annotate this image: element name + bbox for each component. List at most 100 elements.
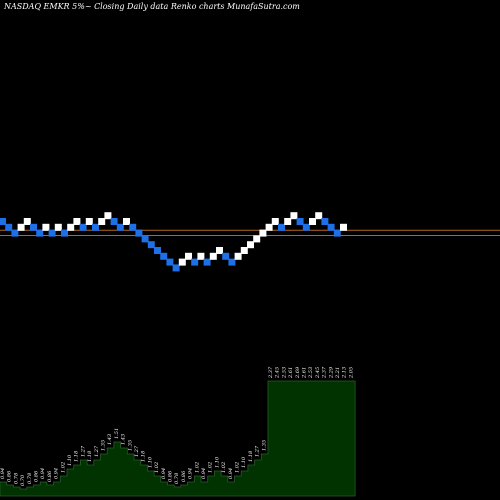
renko-brick-31 [191,258,199,266]
volume-label-41: 2.45 [275,367,281,379]
volume-label-44: 2.69 [295,366,301,379]
renko-brick-32 [197,252,205,260]
renko-brick-33 [203,258,211,266]
volume-label-48: 2.37 [322,366,328,379]
renko-brick-30 [185,252,192,260]
renko-brick-22 [135,229,143,237]
volume-label-24: 0.94 [161,468,167,479]
volume-label-22: 1.10 [147,456,153,468]
volume-label-45: 2.61 [302,367,308,379]
chart-title: NASDAQ EMKR 5%~ Closing Daily data Renko… [3,2,300,11]
renko-brick-45 [278,223,285,231]
renko-brick-27 [166,258,174,266]
renko-brick-48 [296,218,304,225]
renko-brick-46 [284,218,292,225]
volume-label-50: 2.21 [335,367,341,379]
renko-brick-25 [154,247,161,254]
volume-label-46: 2.53 [308,367,314,379]
renko-brick-40 [247,241,254,249]
volume-label-27: 0.86 [181,470,187,482]
volume-label-35: 1.02 [235,462,241,473]
renko-brick-41 [253,235,261,243]
renko-brick-29 [178,258,186,266]
volume-label-19: 1.35 [127,440,133,451]
renko-brick-42 [259,229,267,237]
volume-label-34: 0.94 [228,468,234,479]
renko-brick-54 [333,229,341,237]
renko-brick-36 [222,252,230,260]
renko-brick-1 [5,223,13,231]
volume-label-32: 1.10 [214,456,220,468]
renko-brick-9 [54,223,62,231]
renko-brick-51 [315,212,323,220]
renko-brick-8 [48,229,56,237]
renko-brick-6 [36,229,44,237]
volume-label-5: 0.86 [34,470,40,482]
renko-brick-37 [228,258,236,266]
renko-brick-13 [79,223,87,231]
volume-label-9: 1.02 [60,462,66,473]
volume-label-36: 1.10 [241,456,247,468]
renko-brick-3 [17,223,25,231]
renko-brick-2 [11,229,19,237]
volume-label-11: 1.18 [74,451,80,462]
volume-label-43: 2.61 [288,367,294,379]
volume-label-42: 2.53 [281,367,287,379]
renko-brick-28 [172,264,180,272]
renko-brick-18 [110,218,118,225]
volume-label-2: 0.78 [13,473,19,484]
volume-label-38: 1.27 [255,445,261,457]
renko-brick-39 [240,247,248,254]
renko-brick-44 [271,218,279,225]
volume-label-20: 1.27 [134,445,140,457]
volume-label-14: 1.27 [94,445,100,457]
volume-label-0: 0.94 [0,468,6,479]
volume-label-25: 0.86 [168,470,174,482]
volume-label-15: 1.35 [101,440,107,451]
volume-label-7: 0.86 [47,470,53,482]
renko-brick-52 [321,218,329,225]
renko-brick-20 [123,218,130,225]
volume-label-26: 0.78 [174,473,180,484]
renko-brick-53 [327,223,335,231]
volume-label-33: 1.02 [221,462,227,473]
renko-brick-7 [42,223,50,231]
renko-brick-12 [73,218,81,225]
volume-label-29: 1.02 [194,462,200,473]
volume-label-3: 0.70 [20,474,26,486]
renko-bricks [0,212,347,272]
renko-brick-55 [340,223,347,231]
renko-brick-0 [0,218,6,225]
volume-label-17: 1.51 [114,428,120,439]
volume-label-8: 0.94 [54,468,60,479]
volume-label-52: 2.05 [348,367,354,379]
volume-label-6: 0.94 [40,468,46,479]
volume-label-16: 1.43 [107,434,113,445]
renko-brick-23 [141,235,149,243]
volume-label-12: 1.27 [80,445,86,457]
volume-label-51: 2.13 [342,367,348,379]
renko-brick-38 [234,252,242,260]
renko-brick-10 [61,229,68,237]
renko-brick-21 [129,223,137,231]
volume-area [0,380,356,497]
volume-label-37: 1.18 [248,451,254,462]
volume-label-47: 2.45 [315,367,321,379]
renko-brick-4 [23,218,31,225]
renko-brick-14 [85,218,93,225]
volume-label-28: 0.94 [188,468,194,479]
volume-label-21: 1.18 [141,451,147,462]
volume-label-10: 1.10 [67,454,73,466]
renko-brick-11 [67,223,75,231]
volume-label-31: 1.02 [208,462,214,473]
volume-label-18: 1.43 [121,434,127,445]
renko-brick-24 [147,241,155,249]
renko-brick-17 [104,212,112,220]
volume-label-1: 0.86 [7,470,13,482]
volume-label-39: 1.35 [261,440,267,451]
volume-label-40: 2.37 [268,366,274,379]
volume-label-23: 1.02 [154,462,160,473]
renko-brick-43 [265,223,273,231]
